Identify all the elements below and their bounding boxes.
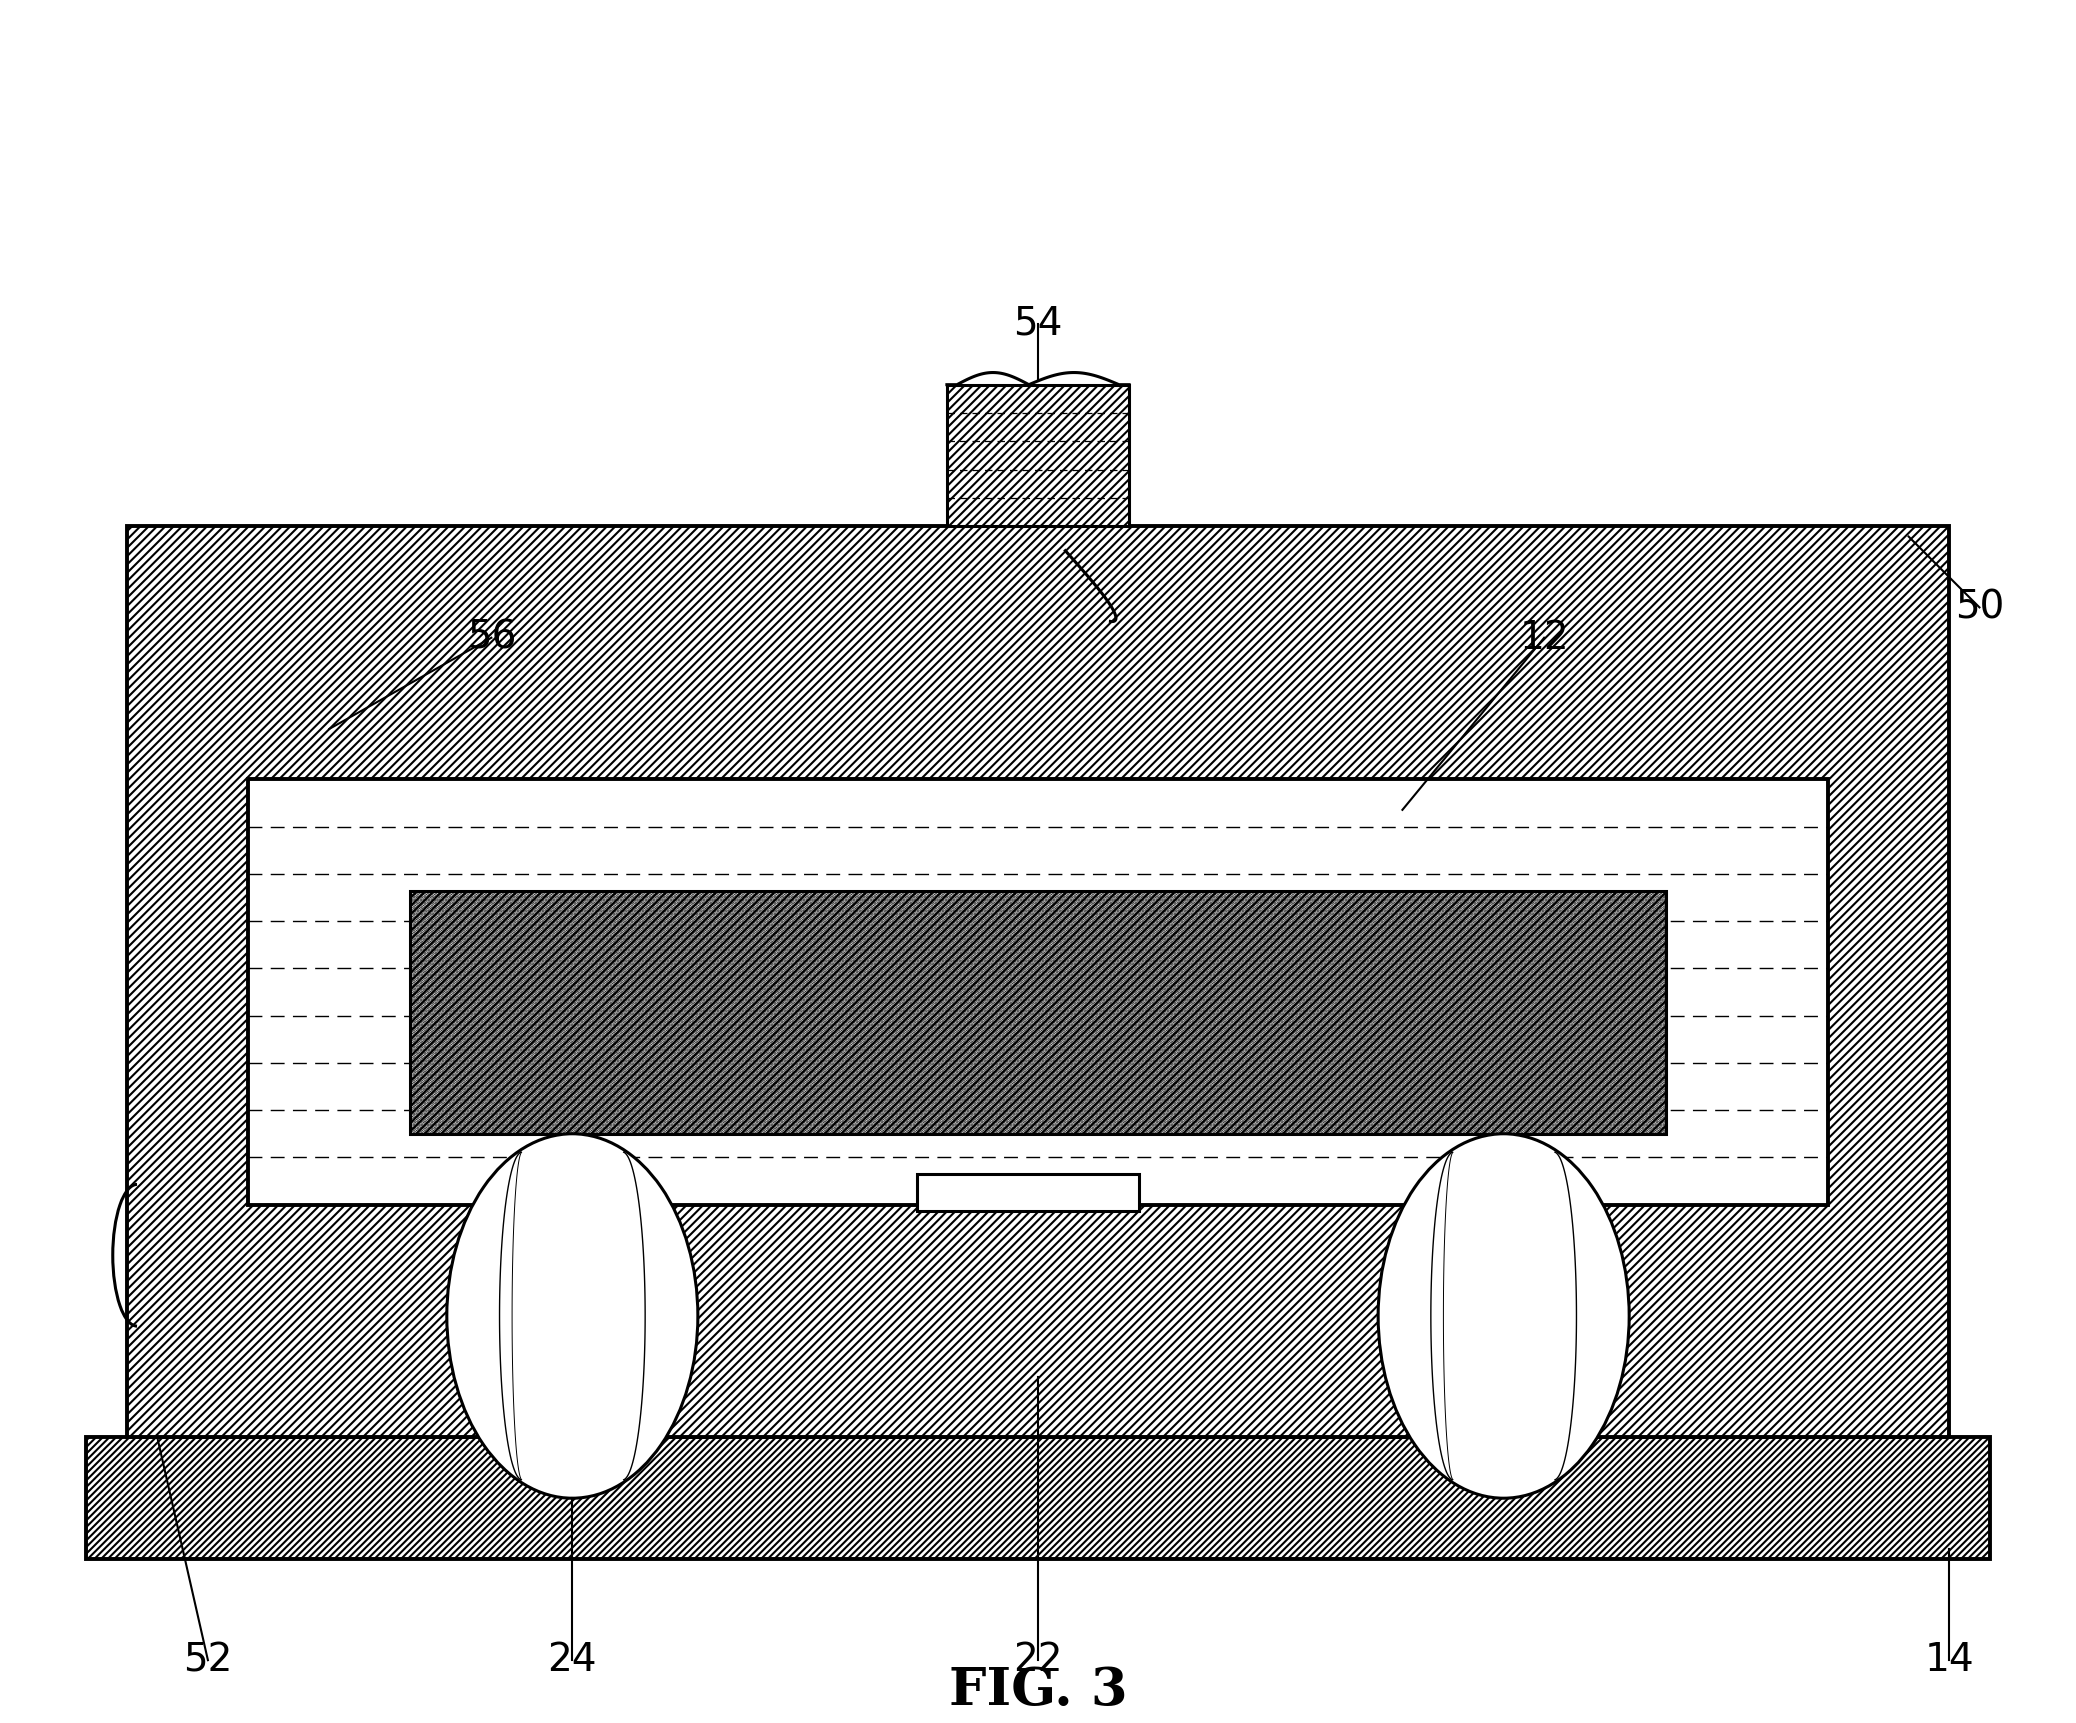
Text: 50: 50 xyxy=(1956,588,2003,627)
Bar xyxy=(947,384,1129,527)
Bar xyxy=(127,527,1949,1437)
Text: 52: 52 xyxy=(183,1642,233,1680)
Bar xyxy=(947,384,1129,527)
Bar xyxy=(947,384,1129,527)
Bar xyxy=(916,1175,1140,1211)
Text: FIG. 3: FIG. 3 xyxy=(949,1664,1127,1716)
Ellipse shape xyxy=(446,1134,698,1499)
Text: 24: 24 xyxy=(548,1642,598,1680)
Bar xyxy=(87,1437,1989,1559)
Text: 14: 14 xyxy=(1924,1642,1974,1680)
Text: 22: 22 xyxy=(1013,1642,1063,1680)
Bar xyxy=(127,527,1949,1437)
Bar xyxy=(411,891,1665,1134)
Bar xyxy=(249,779,1827,1204)
Bar xyxy=(411,891,1665,1134)
Bar xyxy=(411,891,1665,1134)
Text: 12: 12 xyxy=(1520,619,1569,656)
Text: 54: 54 xyxy=(1013,305,1063,343)
Bar xyxy=(249,779,1827,1204)
Bar xyxy=(87,1437,1989,1559)
Ellipse shape xyxy=(1378,1134,1630,1499)
Text: 56: 56 xyxy=(467,619,517,656)
